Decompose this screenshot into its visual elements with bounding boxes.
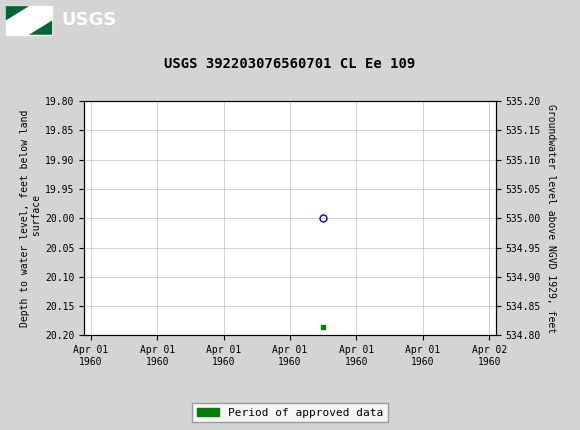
Polygon shape	[29, 20, 52, 35]
Y-axis label: Depth to water level, feet below land
 surface: Depth to water level, feet below land su…	[20, 110, 42, 327]
Text: USGS 392203076560701 CL Ee 109: USGS 392203076560701 CL Ee 109	[164, 58, 416, 71]
Legend: Period of approved data: Period of approved data	[193, 403, 387, 422]
Polygon shape	[6, 6, 29, 20]
Text: USGS: USGS	[61, 12, 116, 29]
Bar	[6, 6, 52, 35]
Y-axis label: Groundwater level above NGVD 1929, feet: Groundwater level above NGVD 1929, feet	[546, 104, 556, 333]
